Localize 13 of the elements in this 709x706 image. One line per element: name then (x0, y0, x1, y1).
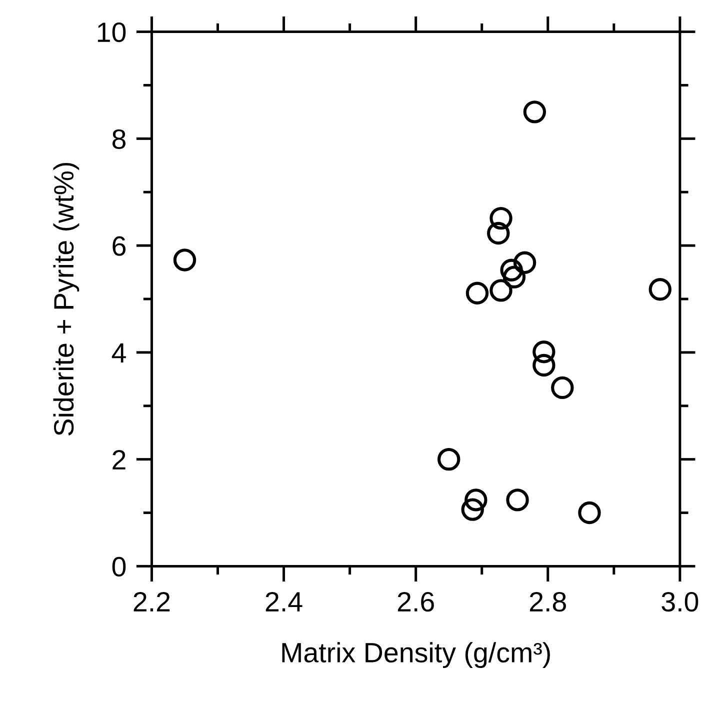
y-tick-label: 2 (112, 450, 126, 470)
y-tick-label: 0 (112, 556, 126, 577)
x-tick-label: 3.0 (662, 592, 698, 612)
x-tick-label: 2.8 (530, 592, 566, 612)
x-tick-label: 2.4 (266, 592, 302, 612)
y-tick-label: 10 (98, 22, 126, 42)
y-tick-label: 6 (112, 236, 126, 256)
y-axis-title: Siderite + Pyrite (wt%) (53, 162, 80, 436)
x-tick-label: 2.2 (134, 592, 170, 612)
y-tick-label: 4 (112, 343, 126, 362)
y-tick-label: 8 (112, 129, 126, 149)
x-tick-label: 2.6 (398, 592, 434, 612)
x-axis-title: Matrix Density (g/cm³) (282, 642, 550, 668)
